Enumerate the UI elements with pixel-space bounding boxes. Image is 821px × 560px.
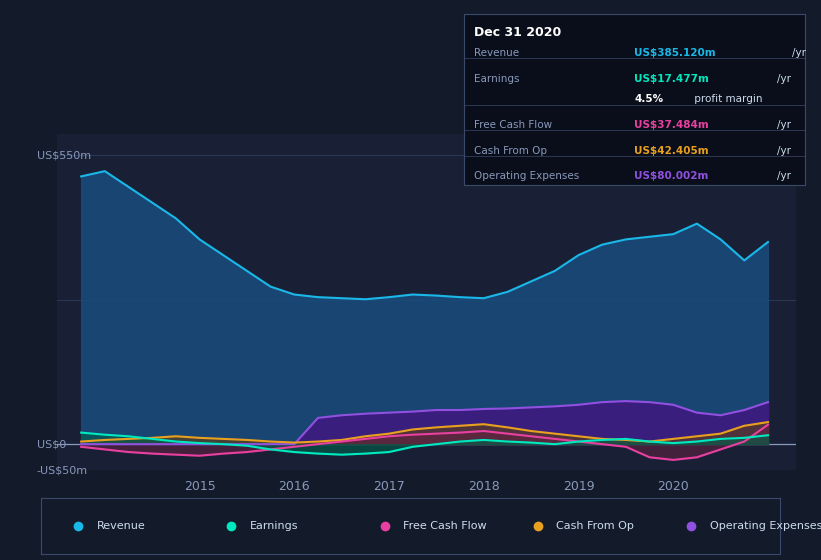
Text: US$42.405m: US$42.405m bbox=[635, 146, 709, 156]
Text: Earnings: Earnings bbox=[474, 74, 520, 84]
Text: /yr: /yr bbox=[777, 171, 791, 181]
Text: profit margin: profit margin bbox=[691, 94, 763, 104]
Text: Free Cash Flow: Free Cash Flow bbox=[474, 120, 553, 130]
Text: US$37.484m: US$37.484m bbox=[635, 120, 709, 130]
Text: /yr: /yr bbox=[777, 74, 791, 84]
Text: US$17.477m: US$17.477m bbox=[635, 74, 709, 84]
Text: Cash From Op: Cash From Op bbox=[474, 146, 547, 156]
Text: 4.5%: 4.5% bbox=[635, 94, 663, 104]
Text: Operating Expenses: Operating Expenses bbox=[474, 171, 580, 181]
Text: Operating Expenses: Operating Expenses bbox=[709, 521, 821, 531]
Text: /yr: /yr bbox=[777, 120, 791, 130]
Text: -US$50m: -US$50m bbox=[37, 465, 88, 475]
Text: Free Cash Flow: Free Cash Flow bbox=[403, 521, 487, 531]
Text: US$385.120m: US$385.120m bbox=[635, 48, 716, 58]
Text: Dec 31 2020: Dec 31 2020 bbox=[474, 26, 562, 39]
Text: Revenue: Revenue bbox=[97, 521, 145, 531]
Text: US$0: US$0 bbox=[37, 439, 67, 449]
Text: /yr: /yr bbox=[791, 48, 805, 58]
Text: Cash From Op: Cash From Op bbox=[557, 521, 635, 531]
Text: US$550m: US$550m bbox=[37, 151, 91, 160]
Text: Earnings: Earnings bbox=[250, 521, 298, 531]
Text: /yr: /yr bbox=[777, 146, 791, 156]
Text: US$80.002m: US$80.002m bbox=[635, 171, 709, 181]
Text: Revenue: Revenue bbox=[474, 48, 519, 58]
